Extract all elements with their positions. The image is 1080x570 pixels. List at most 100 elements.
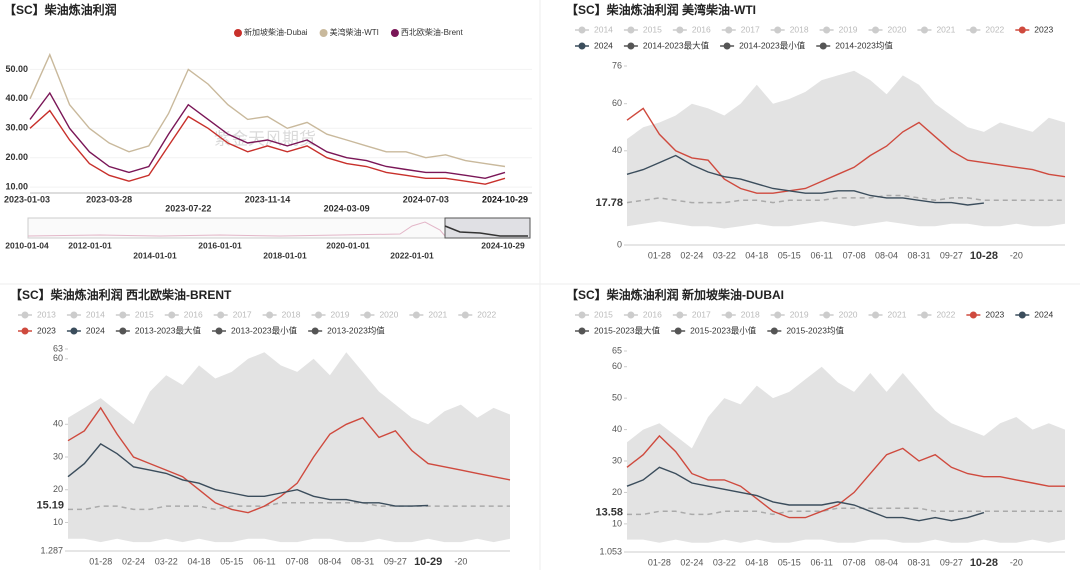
chart-title: 【SC】柴油炼油利润 西北欧柴油-BRENT <box>10 287 232 302</box>
legend-label: 2021 <box>428 309 447 319</box>
legend-label: 2024 <box>594 40 613 50</box>
legend-marker <box>119 327 127 335</box>
navigator-label: 2010-01-04 <box>5 240 49 250</box>
panel: 【SC】柴油炼油利润 美湾柴油-WTI 2014 2015 2016 2017 2018… <box>566 2 1066 262</box>
series-line <box>29 109 506 185</box>
y-tick-label: 63 <box>53 343 63 353</box>
panel: 【SC】柴油炼油利润 新加坡柴油-DUBAI 2015 2016 2017 2018 2… <box>566 287 1065 569</box>
navigator-label: 2018-01-01 <box>263 250 307 260</box>
x-tick-label: 03-22 <box>713 250 736 260</box>
legend-marker <box>770 327 778 335</box>
legend-marker <box>119 311 127 319</box>
x-tick-label: 2023-07-22 <box>165 203 211 213</box>
legend-marker <box>319 29 328 37</box>
legend-label: 2022 <box>985 24 1004 34</box>
legend-marker <box>363 311 371 319</box>
chart-title: 【SC】柴油炼油利润 新加坡柴油-DUBAI <box>566 287 784 302</box>
legend-marker <box>578 311 586 319</box>
x-tick-label: 05-15 <box>220 556 243 566</box>
legend-label: 2015 <box>643 24 662 34</box>
x-tick-label: 01-28 <box>648 250 671 260</box>
y-tick-label: 20.00 <box>5 152 28 162</box>
x-tick-label: 2023-11-14 <box>245 194 291 204</box>
legend-label: 2018 <box>741 309 760 319</box>
current-value-label: 17.78 <box>595 197 623 209</box>
series-line <box>29 91 506 180</box>
x-tick-label: 07-08 <box>843 250 866 260</box>
x-tick-label: 2023-03-28 <box>86 194 132 204</box>
navigator-window <box>444 217 531 239</box>
legend-marker <box>311 327 319 335</box>
legend-label: 2022 <box>936 309 955 319</box>
legend-label: 2020 <box>839 309 858 319</box>
legend-label: 2015 <box>594 309 613 319</box>
y-tick-label: 60 <box>53 353 63 363</box>
watermark: 紫金天风期货 <box>214 129 316 148</box>
legend-marker <box>676 311 684 319</box>
x-tick-label: -20 <box>1010 250 1023 260</box>
legend-marker <box>774 26 782 34</box>
chart-title: 【SC】柴油炼油利润 <box>4 2 117 17</box>
legend-marker <box>725 311 733 319</box>
x-tick-label: 10-28 <box>970 250 998 262</box>
legend-label: 2023 <box>985 309 1004 319</box>
legend-marker <box>823 26 831 34</box>
navigator-label: 2014-01-01 <box>133 250 177 260</box>
x-tick-label: 2024-03-09 <box>324 203 370 213</box>
x-tick-label: 2024-10-29 <box>482 194 528 204</box>
series-line <box>626 466 985 522</box>
legend-label: 2015-2023最小值 <box>690 325 757 335</box>
x-tick-label: 07-08 <box>843 557 866 567</box>
series-line <box>626 154 984 206</box>
navigator-label: 2012-01-01 <box>68 240 112 250</box>
current-value-box <box>591 196 625 211</box>
x-tick-label: 01-28 <box>648 557 671 567</box>
series-line <box>29 52 506 168</box>
x-tick-label: 04-18 <box>187 556 210 566</box>
legend-label: 2014-2023最小值 <box>739 40 806 50</box>
x-tick-label: 04-18 <box>745 557 768 567</box>
legend-marker <box>823 311 831 319</box>
legend-label: 2023 <box>37 325 56 335</box>
y-tick-label: 50 <box>612 393 622 403</box>
legend-label: 2019 <box>839 24 858 34</box>
y-tick-label: 30 <box>612 455 622 465</box>
legend-label: 2022 <box>477 309 496 319</box>
legend-label: 2014 <box>86 309 105 319</box>
legend-label: 美湾柴油-WTI <box>330 27 379 37</box>
x-tick-label: 08-31 <box>351 556 374 566</box>
series-line <box>626 434 1065 519</box>
legend-label: 2021 <box>936 24 955 34</box>
legend-label: 2017 <box>692 309 711 319</box>
legend-marker <box>70 327 78 335</box>
legend-label: 2020 <box>888 24 907 34</box>
legend-marker <box>578 26 586 34</box>
y-tick-label: 30 <box>53 451 63 461</box>
x-tick-label: 08-04 <box>318 556 341 566</box>
legend-label: 2014 <box>594 24 613 34</box>
legend-marker <box>1018 26 1026 34</box>
legend-marker <box>234 29 242 37</box>
legend-marker <box>215 327 223 335</box>
legend-label: 2021 <box>888 309 907 319</box>
legend-marker <box>70 311 78 319</box>
x-tick-label: 02-24 <box>680 557 703 567</box>
y-tick-label: 20 <box>612 487 622 497</box>
y-tick-label: 1.053 <box>599 546 622 556</box>
x-tick-label: 10-28 <box>970 557 998 569</box>
x-tick-label: 01-28 <box>89 556 112 566</box>
x-tick-label: 05-15 <box>778 557 801 567</box>
legend-label: 2015-2023均值 <box>786 325 844 335</box>
chart-title: 【SC】柴油炼油利润 美湾柴油-WTI <box>566 2 756 17</box>
legend-marker <box>21 327 29 335</box>
navigator-label: 2022-01-01 <box>390 250 434 260</box>
series-line <box>626 107 1066 194</box>
y-tick-label: 30.00 <box>5 123 28 133</box>
y-tick-label: 40 <box>612 145 622 155</box>
legend-label: 2013-2023均值 <box>327 325 385 335</box>
range-band <box>627 70 1065 229</box>
x-tick-label: 07-08 <box>286 556 309 566</box>
legend-label: 2019 <box>331 309 350 319</box>
legend-marker <box>872 311 880 319</box>
